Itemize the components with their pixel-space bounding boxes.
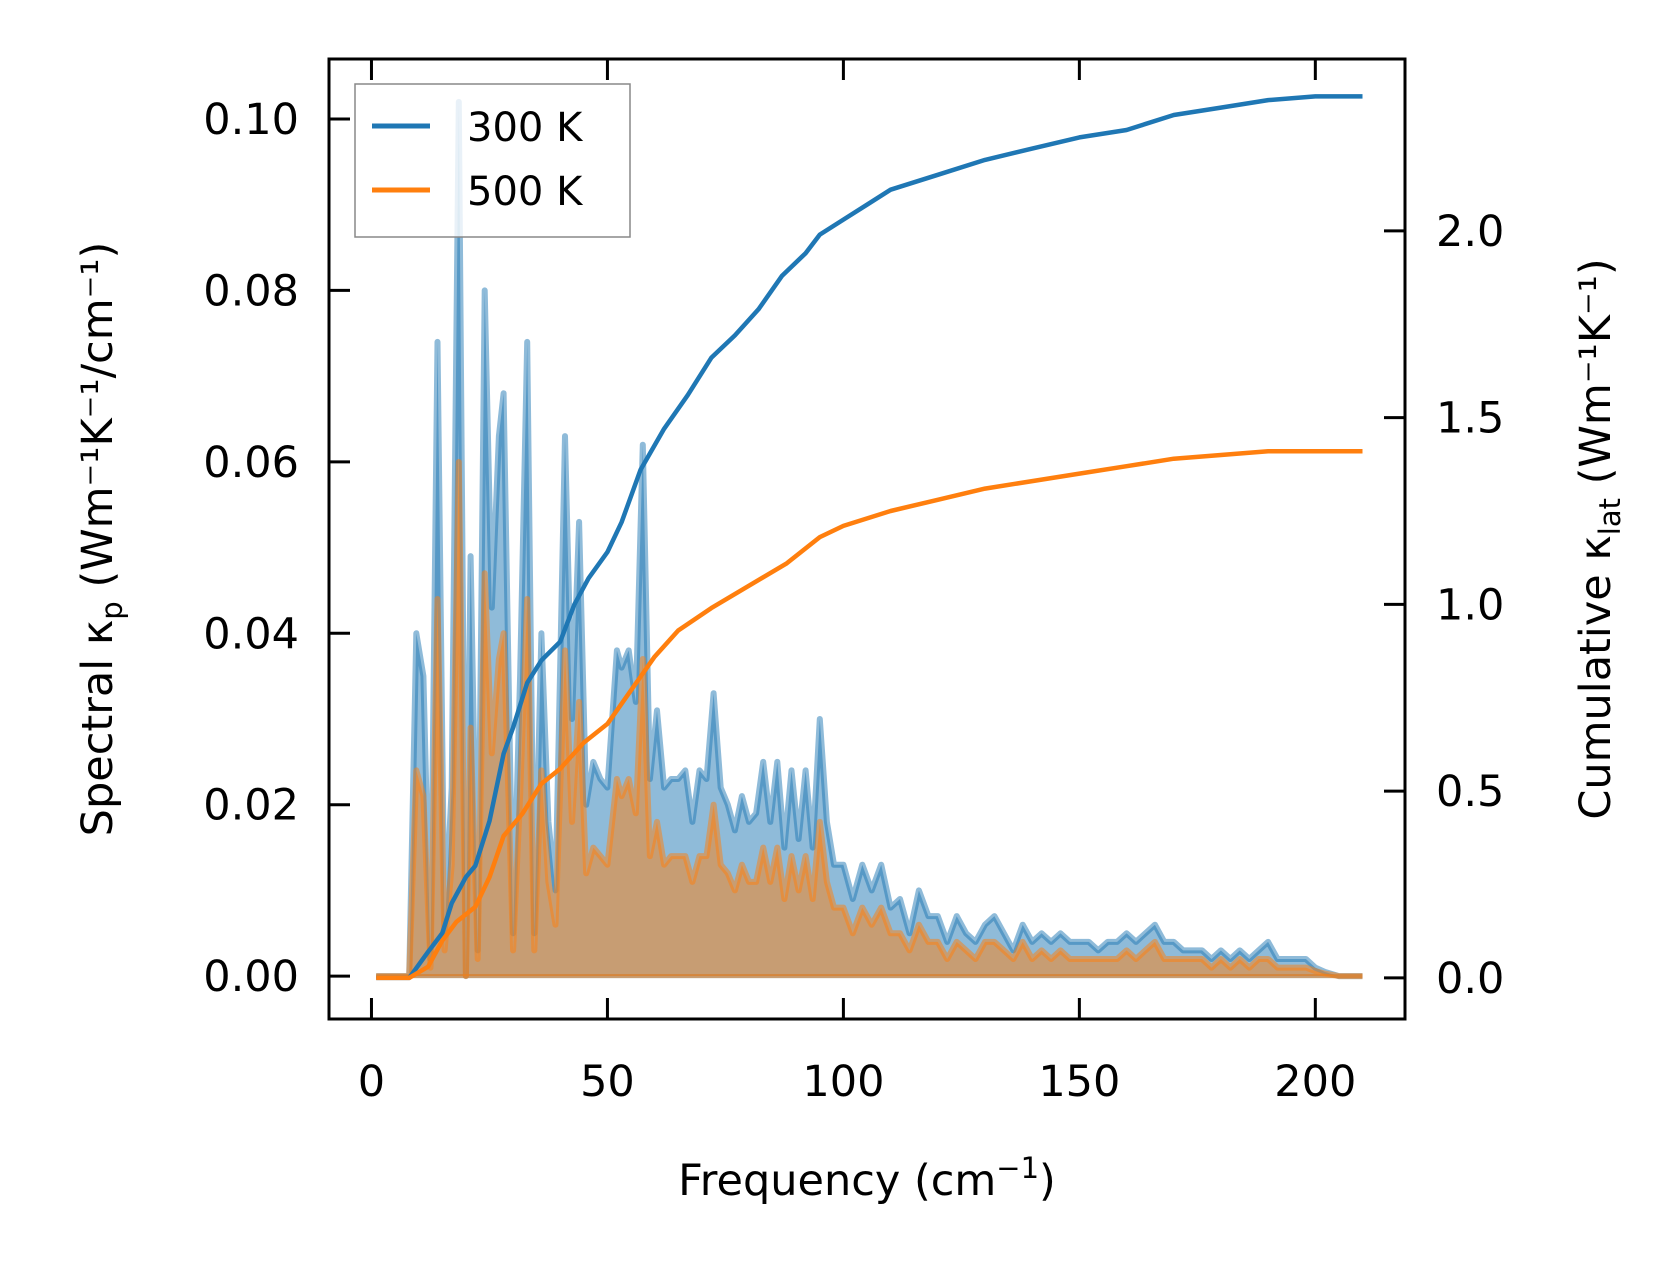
y-tick-label-left: 0.02 [203,781,299,831]
y-tick-label-right: 0.5 [1436,767,1504,817]
y-tick-label-right: 0.0 [1436,954,1504,1004]
y-axis-label-right: Cumulative κlat (Wm⁻¹K⁻¹) [1571,258,1627,819]
y-tick-label-right: 1.0 [1436,580,1504,630]
x-tick-label: 50 [580,1057,635,1107]
legend: 300 K 500 K [354,83,631,238]
x-axis-label: Frequency (cm−1) [678,1151,1056,1206]
x-tick-label: 0 [358,1057,385,1107]
x-tick-label: 150 [1038,1057,1120,1107]
ticks: 0 50 100 150 200 0.00 0.02 0.04 0.06 0.08 0.10 0.0 0… [203,59,1504,1107]
cumulative-line-300k [376,94,1363,981]
cumulative-line-500k [376,448,1363,981]
spectral-fill-300k [376,101,1363,977]
y-tick-label-left: 0.00 [203,952,299,1002]
y-tick-label-left: 0.06 [203,438,299,488]
legend-label-500k: 500 K [467,169,584,215]
y-tick-label-left: 0.10 [203,95,299,145]
plot-area [376,94,1363,981]
x-tick-label: 100 [802,1057,884,1107]
y-tick-label-left: 0.08 [203,266,299,316]
x-tick-label: 200 [1274,1057,1356,1107]
y-tick-label-right: 1.5 [1436,394,1504,444]
y-tick-label-left: 0.04 [203,609,299,659]
legend-box [354,83,631,238]
legend-label-300k: 300 K [467,105,584,151]
spectral-line-300k [376,98,1363,980]
y-tick-label-right: 2.0 [1436,207,1504,257]
axes-frame [327,57,1407,1021]
spectral-line-500k [376,458,1363,980]
y-axis-label-left: Spectral κp (Wm⁻¹K⁻¹/cm⁻¹) [73,242,129,837]
spectral-fill-500k [376,461,1363,977]
